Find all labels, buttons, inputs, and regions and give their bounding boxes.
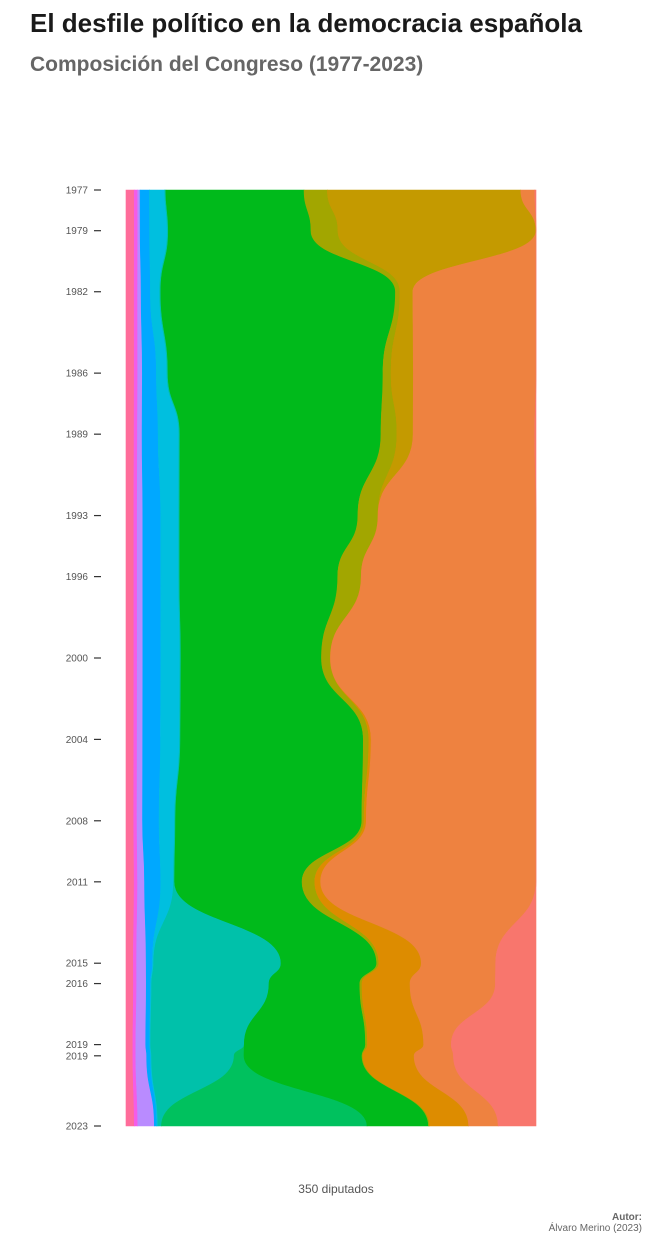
year-axis: 1977 1979 1982 1986 1989 1993 1996 2000 2004 2008… <box>66 186 101 1133</box>
year-tick-label: 1979 <box>66 226 89 237</box>
year-tick-label: 1993 <box>66 511 89 522</box>
year-tick-label: 1989 <box>66 430 89 441</box>
chart-title: El desfile político en la democracia esp… <box>30 8 582 38</box>
year-tick-label: 2016 <box>66 979 89 990</box>
year-tick-label: 2023 <box>66 1122 89 1133</box>
year-tick-label: 1996 <box>66 572 89 583</box>
year-tick-label: 2019 <box>66 1051 89 1062</box>
chart-subtitle: Composición del Congreso (1977-2023) <box>30 53 424 76</box>
year-tick-label: 2008 <box>66 816 89 827</box>
author-credit: Autor: Álvaro Merino (2023) <box>549 1212 642 1234</box>
year-tick-label: 2000 <box>66 654 89 665</box>
year-tick-label: 2004 <box>66 735 89 746</box>
author-name: Álvaro Merino (2023) <box>548 1223 642 1234</box>
author-label: Autor: <box>612 1212 642 1223</box>
x-axis-label: 350 diputados <box>298 1182 374 1196</box>
stream-band-13 <box>450 189 537 1127</box>
year-tick-label: 1982 <box>66 287 89 298</box>
stream-band-1 <box>125 189 135 1127</box>
year-tick-label: 1977 <box>66 186 89 197</box>
stream-bands <box>125 189 537 1127</box>
year-tick-label: 2019 <box>66 1040 89 1051</box>
year-tick-label: 1986 <box>66 369 89 380</box>
year-tick-label: 2015 <box>66 959 89 970</box>
year-tick-label: 2011 <box>66 877 88 888</box>
